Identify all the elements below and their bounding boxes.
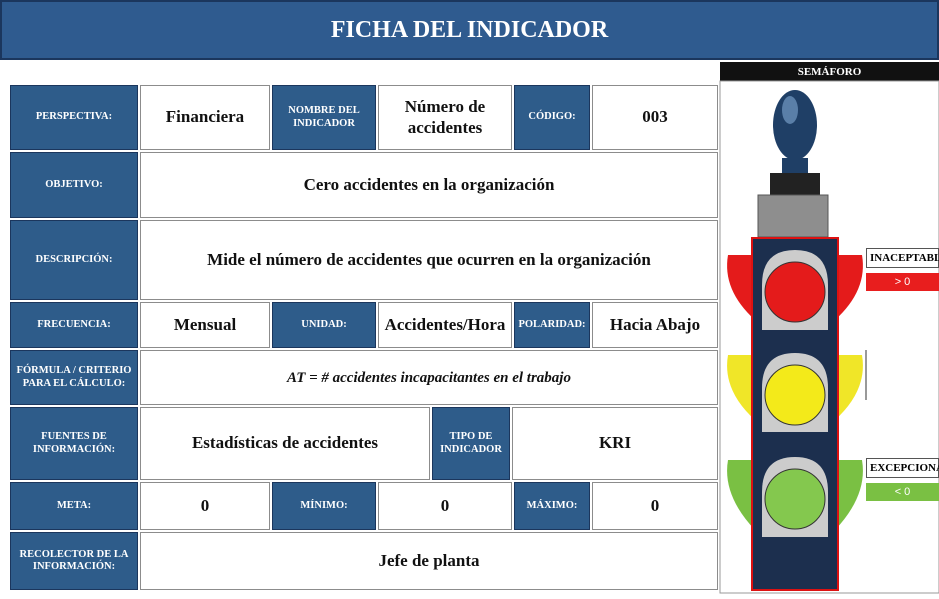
level-label: EXCEPCIONAL [866, 458, 939, 478]
semaforo-title: SEMÁFORO [720, 62, 939, 81]
field-value: Jefe de planta [140, 532, 718, 590]
level-label: INACEPTABLE [866, 248, 939, 268]
field-label: NOMBRE DEL INDICADOR [272, 85, 376, 150]
field-value: Hacia Abajo [592, 302, 718, 348]
field-value: 0 [140, 482, 270, 530]
field-value: 0 [592, 482, 718, 530]
field-value: Mide el número de accidentes que ocurren… [140, 220, 718, 300]
field-value: 0 [378, 482, 512, 530]
field-label: DESCRIPCIÓN: [10, 220, 138, 300]
field-label: Tipo de Indicador [432, 407, 510, 480]
field-value: KRI [512, 407, 718, 480]
field-value: AT = # accidentes incapacitantes en el t… [140, 350, 718, 405]
field-label: MÁXIMO: [514, 482, 590, 530]
field-label: MÍNIMO: [272, 482, 376, 530]
field-value: Estadísticas de accidentes [140, 407, 430, 480]
field-label: PERSPECTIVA: [10, 85, 138, 150]
level-condition: < 0 [866, 483, 939, 501]
field-label: UNIDAD: [272, 302, 376, 348]
field-label: CÓDIGO: [514, 85, 590, 150]
field-label: FUENTES DE INFORMACIÓN: [10, 407, 138, 480]
field-label: FRECUENCIA: [10, 302, 138, 348]
field-label: FÓRMULA / CRITERIO PARA EL CÁLCULO: [10, 350, 138, 405]
field-value: 003 [592, 85, 718, 150]
field-label: OBJETIVO: [10, 152, 138, 218]
field-label: POLARIDAD: [514, 302, 590, 348]
field-value: Número de accidentes [378, 85, 512, 150]
field-label: META: [10, 482, 138, 530]
field-value: Financiera [140, 85, 270, 150]
field-value: Cero accidentes en la organización [140, 152, 718, 218]
field-value: Accidentes/Hora [378, 302, 512, 348]
title: FICHA DEL INDICADOR [0, 0, 939, 60]
field-value: Mensual [140, 302, 270, 348]
level-condition: > 0 [866, 273, 939, 291]
field-label: RECOLECTOR DE LA INFORMACIÓN: [10, 532, 138, 590]
